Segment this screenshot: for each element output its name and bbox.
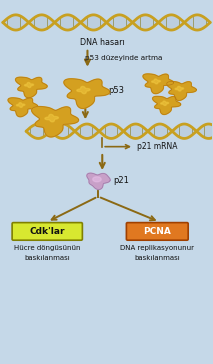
Text: Hücre döngüsünün: Hücre döngüsünün: [14, 245, 81, 250]
Text: PCNA: PCNA: [143, 227, 171, 236]
Polygon shape: [8, 98, 38, 117]
Polygon shape: [152, 79, 160, 84]
Text: p53 düzeyinde artma: p53 düzeyinde artma: [85, 55, 162, 61]
Polygon shape: [77, 86, 90, 94]
Polygon shape: [143, 74, 174, 94]
Polygon shape: [153, 96, 181, 114]
Polygon shape: [64, 79, 110, 108]
Polygon shape: [167, 82, 196, 100]
Text: baskılanması: baskılanması: [24, 256, 70, 261]
Text: p21: p21: [113, 176, 129, 185]
Polygon shape: [161, 101, 169, 106]
Polygon shape: [93, 177, 101, 182]
Polygon shape: [45, 114, 58, 122]
Polygon shape: [32, 107, 79, 137]
Text: baskılanması: baskılanması: [134, 256, 180, 261]
Text: p21 mRNA: p21 mRNA: [137, 142, 178, 151]
Polygon shape: [175, 86, 184, 91]
Polygon shape: [16, 77, 47, 98]
Text: DNA replikasyonunur: DNA replikasyonunur: [120, 245, 194, 250]
FancyBboxPatch shape: [126, 223, 188, 240]
FancyBboxPatch shape: [12, 223, 82, 240]
Polygon shape: [24, 83, 34, 87]
Polygon shape: [87, 173, 110, 190]
Text: p53: p53: [109, 86, 125, 95]
Text: DNA hasarı: DNA hasarı: [80, 38, 125, 47]
Text: Cdk'lar: Cdk'lar: [29, 227, 65, 236]
Polygon shape: [16, 103, 25, 107]
